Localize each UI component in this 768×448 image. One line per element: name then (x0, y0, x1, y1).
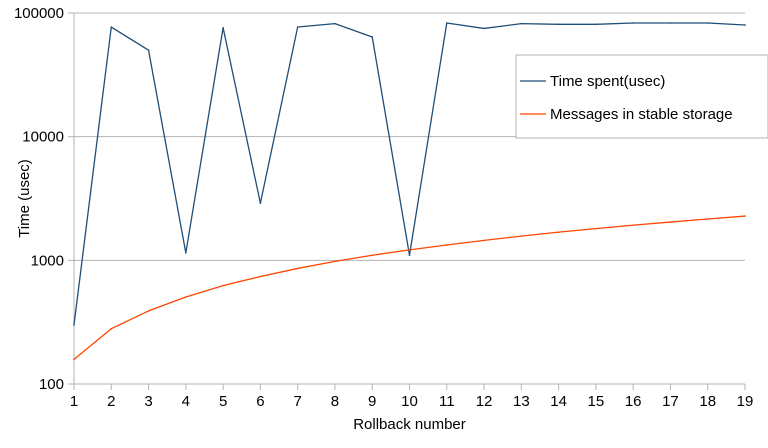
data-point-s1-x11 (445, 244, 448, 246)
x-tick-label-7: 7 (293, 393, 301, 410)
data-point-s0-x2 (110, 26, 113, 28)
data-point-s0-x6 (259, 202, 262, 204)
data-point-s1-x14 (557, 231, 560, 233)
x-tick-label-2: 2 (107, 393, 115, 410)
y-tick-label-1000: 1000 (31, 252, 64, 269)
data-point-s0-x3 (147, 49, 150, 52)
series-line-1 (73, 215, 746, 360)
x-tick-label-15: 15 (588, 393, 605, 410)
x-tick-label-1: 1 (70, 393, 78, 410)
data-point-s0-x18 (706, 22, 709, 24)
x-tick-label-16: 16 (625, 393, 642, 410)
data-point-s1-x17 (669, 221, 672, 223)
data-point-s0-x14 (557, 23, 560, 26)
y-tick-label-100: 100 (39, 376, 64, 393)
x-tick-label-4: 4 (182, 393, 190, 410)
x-tick-label-9: 9 (368, 393, 376, 410)
data-point-s1-x12 (483, 239, 485, 242)
data-point-s1-x15 (595, 227, 597, 230)
legend-label-messages: Messages in stable storage (550, 106, 733, 123)
y-axis-title: Time (usec) (16, 159, 33, 238)
x-tick-label-13: 13 (513, 393, 530, 410)
data-point-s0-x8 (334, 22, 336, 25)
data-point-s1-x1 (73, 358, 75, 361)
data-point-s1-x19 (744, 215, 746, 217)
x-tick-label-8: 8 (331, 393, 339, 410)
data-point-s0-x16 (632, 22, 634, 24)
data-point-s1-x10 (408, 249, 411, 251)
y-tick-label-10000: 10000 (22, 129, 64, 146)
legend-label-time-spent: Time spent(usec) (550, 73, 665, 90)
data-point-s0-x5 (222, 26, 224, 29)
data-point-s0-x19 (744, 24, 746, 26)
data-point-s0-x15 (595, 23, 597, 26)
data-point-s0-x1 (73, 324, 75, 326)
data-point-s1-x4 (185, 296, 187, 298)
data-point-s0-x7 (296, 26, 299, 28)
data-point-s0-x12 (483, 27, 485, 30)
x-tick-label-17: 17 (662, 393, 679, 410)
y-tick-labels: 100 1000 10000 100000 (14, 5, 74, 393)
x-tick-label-11: 11 (439, 393, 455, 410)
data-point-s0-x4 (185, 252, 187, 254)
x-tick-labels: 1 2 3 4 5 6 7 8 9 10 11 12 13 14 15 16 17 18 19 (70, 384, 754, 410)
series-lines (73, 22, 746, 361)
legend-box (515, 54, 768, 139)
data-point-s1-x8 (334, 260, 336, 263)
data-point-s0-x13 (520, 22, 523, 25)
data-point-s1-x9 (371, 254, 374, 257)
data-point-s1-x18 (706, 218, 709, 220)
data-point-s1-x7 (296, 267, 299, 270)
x-tick-label-18: 18 (699, 393, 716, 410)
data-point-s0-x17 (669, 22, 672, 24)
x-tick-label-10: 10 (401, 393, 418, 410)
data-point-s0-x9 (371, 36, 374, 38)
x-tick-label-19: 19 (737, 393, 754, 410)
x-tick-label-3: 3 (144, 393, 152, 410)
data-point-s1-x6 (259, 275, 262, 278)
data-point-s1-x13 (520, 235, 523, 237)
data-point-s1-x16 (632, 224, 634, 226)
y-tick-label-100000: 100000 (14, 5, 64, 22)
x-tick-label-14: 14 (550, 393, 567, 410)
data-point-s1-x5 (222, 284, 224, 287)
data-point-s0-x10 (408, 254, 411, 257)
x-axis-title: Rollback number (353, 416, 466, 433)
data-point-s0-x11 (445, 22, 448, 24)
x-tick-label-5: 5 (219, 393, 227, 410)
x-tick-label-6: 6 (256, 393, 264, 410)
data-point-s1-x2 (110, 327, 113, 330)
legend: Time spent(usec) Messages in stable stor… (515, 54, 768, 139)
x-tick-label-12: 12 (476, 393, 493, 410)
data-point-s1-x3 (147, 310, 150, 312)
